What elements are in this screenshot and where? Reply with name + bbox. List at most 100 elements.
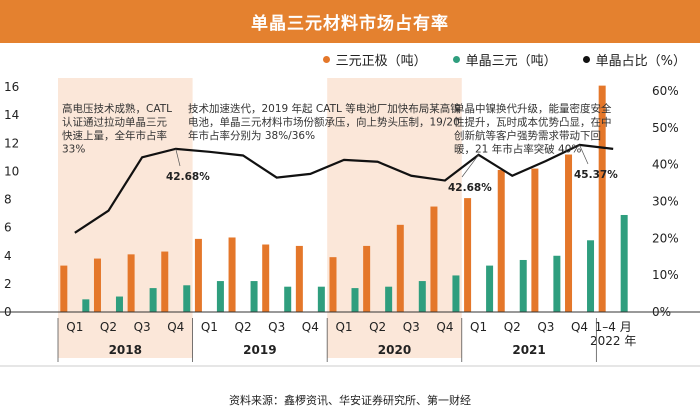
bar-ternary-cathode [598, 85, 606, 313]
bar-single-crystal [486, 265, 494, 312]
bar-ternary-cathode [531, 168, 539, 312]
y-right-tick-label: 20% [652, 231, 679, 245]
bar-single-crystal [149, 288, 157, 312]
y-left-tick-label: 12 [4, 136, 19, 150]
year-band-2018 [58, 78, 193, 358]
bar-ternary-cathode [161, 251, 169, 312]
bar-single-crystal [183, 285, 191, 312]
x-tick-label: Q2 [369, 320, 386, 334]
bar-ternary-cathode [228, 237, 236, 312]
annotation-text: 年市占率分别为 38%/36% [188, 129, 315, 142]
x-tick-label: Q2 [504, 320, 521, 334]
y-right-tick-label: 10% [652, 268, 679, 282]
annotation-text: 单晶中镍换代升级，能量密度安全 [454, 102, 612, 115]
point-value-label: 42.68% [448, 182, 492, 194]
y-left-tick-label: 8 [4, 193, 12, 207]
year-label-2019: 2019 [243, 343, 276, 357]
x-tick-label: Q3 [403, 320, 420, 334]
x-tick-label: Q1 [66, 320, 83, 334]
bar-ternary-cathode [430, 206, 438, 312]
y-right-tick-label: 50% [652, 121, 679, 135]
year-label-2021: 2021 [512, 343, 545, 357]
bar-ternary-cathode [565, 154, 573, 312]
y-right-tick-label: 60% [652, 84, 679, 98]
chart-title: 单晶三元材料市场占有率 [0, 0, 700, 43]
bar-ternary-cathode [93, 258, 101, 312]
bar-ternary-cathode [60, 265, 68, 312]
x-tick-label: Q3 [134, 320, 151, 334]
bar-single-crystal [452, 275, 460, 312]
orange-dot-icon [322, 56, 330, 63]
x-tick-label: 2022 年 [590, 334, 636, 348]
bar-ternary-cathode [396, 224, 404, 312]
bar-single-crystal [216, 281, 224, 312]
bar-ternary-cathode [464, 198, 472, 312]
bar-single-crystal [418, 281, 426, 312]
bar-ternary-cathode [363, 245, 371, 312]
legend-label: 三元正极（吨） [335, 54, 427, 69]
y-left-tick-label: 14 [4, 108, 19, 122]
x-tick-label: Q4 [436, 320, 453, 334]
bar-single-crystal [250, 281, 258, 312]
bar-ternary-cathode [295, 245, 303, 312]
annotation-text: 创新航等客户强势需求带动下回 [454, 129, 601, 142]
x-tick-label: Q1 [470, 320, 487, 334]
year-band-2020 [327, 78, 462, 358]
x-tick-label: 1–4 月 [595, 320, 632, 334]
annotation-text: 电池，单晶三元材料市场份额承压，向上势头压制，19/20 [188, 116, 460, 129]
point-label-leader [175, 148, 181, 167]
x-tick-label: Q4 [302, 320, 319, 334]
annotation-text: 认证通过拉动单晶三元 [62, 116, 167, 129]
x-tick-label: Q2 [100, 320, 117, 334]
point-value-label: 42.68% [166, 171, 210, 183]
x-tick-label: Q3 [268, 320, 285, 334]
y-left-tick-label: 4 [4, 249, 12, 263]
x-tick-label: Q4 [167, 320, 184, 334]
y-left-tick-label: 10 [4, 164, 19, 178]
x-tick-label: Q4 [571, 320, 588, 334]
bar-ternary-cathode [329, 257, 337, 312]
x-tick-label: Q1 [335, 320, 352, 334]
bar-single-crystal [115, 296, 123, 312]
annotation-text: 暖，21 年市占率突破 40% [454, 143, 581, 156]
y-right-tick-label: 40% [652, 158, 679, 172]
y-left-tick-label: 2 [4, 277, 12, 291]
y-left-tick-label: 6 [4, 221, 12, 235]
point-value-label: 45.37% [574, 169, 618, 181]
legend: 三元正极（吨） 单晶三元（吨） 单晶占比（%） [322, 50, 686, 69]
annotation-text: 技术加速迭代，2019 年起 CATL 等电池厂加快布局某高镍 [188, 102, 461, 115]
bar-single-crystal [317, 286, 325, 312]
green-dot-icon [452, 56, 460, 63]
x-tick-label: Q1 [201, 320, 218, 334]
annotation-text: 性提升，瓦时成本优势凸显，在中 [454, 116, 612, 129]
point-label-leader [579, 144, 589, 165]
year-label-2018: 2018 [109, 343, 142, 357]
bar-single-crystal [284, 286, 292, 312]
legend-label: 单晶占比（%） [595, 54, 686, 69]
bar-single-crystal [82, 299, 90, 312]
bar-single-crystal [351, 288, 359, 312]
x-tick-label: Q3 [537, 320, 554, 334]
legend-item-share: 单晶占比（%） [582, 50, 686, 69]
year-label-2020: 2020 [378, 343, 411, 357]
annotation-text: 33% [62, 144, 85, 156]
bar-ternary-cathode [127, 254, 135, 312]
black-dot-icon [582, 56, 590, 63]
x-tick-label: Q2 [235, 320, 252, 334]
bar-single-crystal [620, 214, 628, 312]
bar-single-crystal [553, 255, 561, 312]
point-label-leader [461, 154, 479, 178]
y-left-tick-label: 16 [4, 80, 19, 94]
annotation-text: 高电压技术成熟，CATL [62, 102, 172, 115]
bar-single-crystal [385, 286, 393, 312]
source-note: 资料来源：鑫椤资讯、华安证券研究所、第一财经 [229, 394, 471, 407]
legend-item-ternary-cathode: 三元正极（吨） [322, 50, 427, 69]
annotation-text: 快速上量，全年市占率 [62, 129, 167, 142]
bar-ternary-cathode [194, 238, 202, 312]
legend-item-single-crystal: 单晶三元（吨） [452, 50, 557, 69]
y-right-tick-label: 30% [652, 195, 679, 209]
bar-single-crystal [519, 259, 527, 312]
bar-single-crystal [587, 240, 595, 312]
